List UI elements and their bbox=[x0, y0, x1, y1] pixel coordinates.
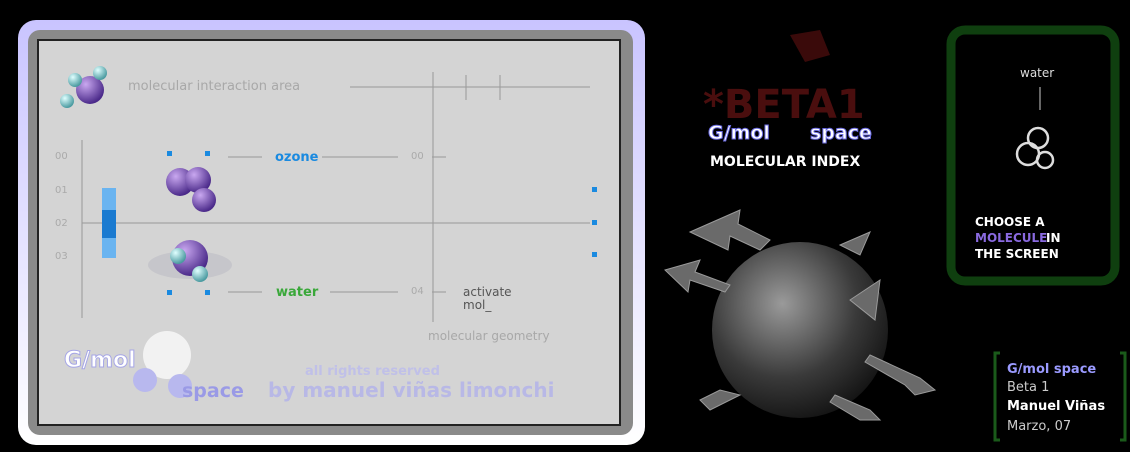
molecule-index: 04 bbox=[411, 287, 424, 297]
level-bars bbox=[102, 188, 116, 258]
page: molecular interaction area 00 01 02 03 o… bbox=[0, 0, 1130, 452]
area-title: molecular interaction area bbox=[128, 80, 300, 93]
header-space: space bbox=[810, 124, 872, 143]
row-label: 00 bbox=[55, 152, 68, 162]
credit: G/mol space bbox=[1007, 363, 1096, 376]
credit: Manuel Viñas bbox=[1007, 400, 1105, 413]
credit: Marzo, 07 bbox=[1007, 420, 1071, 433]
instruction: CHOOSE A bbox=[975, 216, 1045, 228]
header-brand: G/mol bbox=[708, 124, 770, 143]
row-label: 03 bbox=[55, 252, 68, 262]
molecule-index: 00 bbox=[411, 152, 424, 162]
axis-label: molecular geometry bbox=[428, 330, 550, 342]
instruction: MOLECULE bbox=[975, 232, 1047, 244]
beta-title: *BETA1 bbox=[703, 85, 865, 125]
sphere bbox=[712, 242, 888, 418]
beta-cube bbox=[790, 30, 830, 62]
rights: all rights reserved bbox=[305, 365, 440, 378]
logo-brand: G/mol bbox=[64, 350, 136, 372]
action-label[interactable]: mol_ bbox=[463, 299, 491, 311]
instruction: IN bbox=[1046, 232, 1061, 244]
selector-molecule-name: water bbox=[1020, 67, 1054, 79]
scene bbox=[0, 0, 1130, 452]
molecule-link[interactable]: ozone bbox=[275, 151, 319, 164]
instruction: THE SCREEN bbox=[975, 248, 1059, 260]
credit: Beta 1 bbox=[1007, 381, 1049, 394]
row-label: 01 bbox=[55, 186, 68, 196]
molecule-link[interactable]: water bbox=[276, 286, 318, 299]
logo-space: space bbox=[182, 382, 244, 401]
row-label: 02 bbox=[55, 219, 68, 229]
header-subtitle: MOLECULAR INDEX bbox=[710, 155, 860, 169]
author: by manuel viñas limonchi bbox=[268, 380, 554, 400]
action-label[interactable]: activate bbox=[463, 286, 512, 298]
